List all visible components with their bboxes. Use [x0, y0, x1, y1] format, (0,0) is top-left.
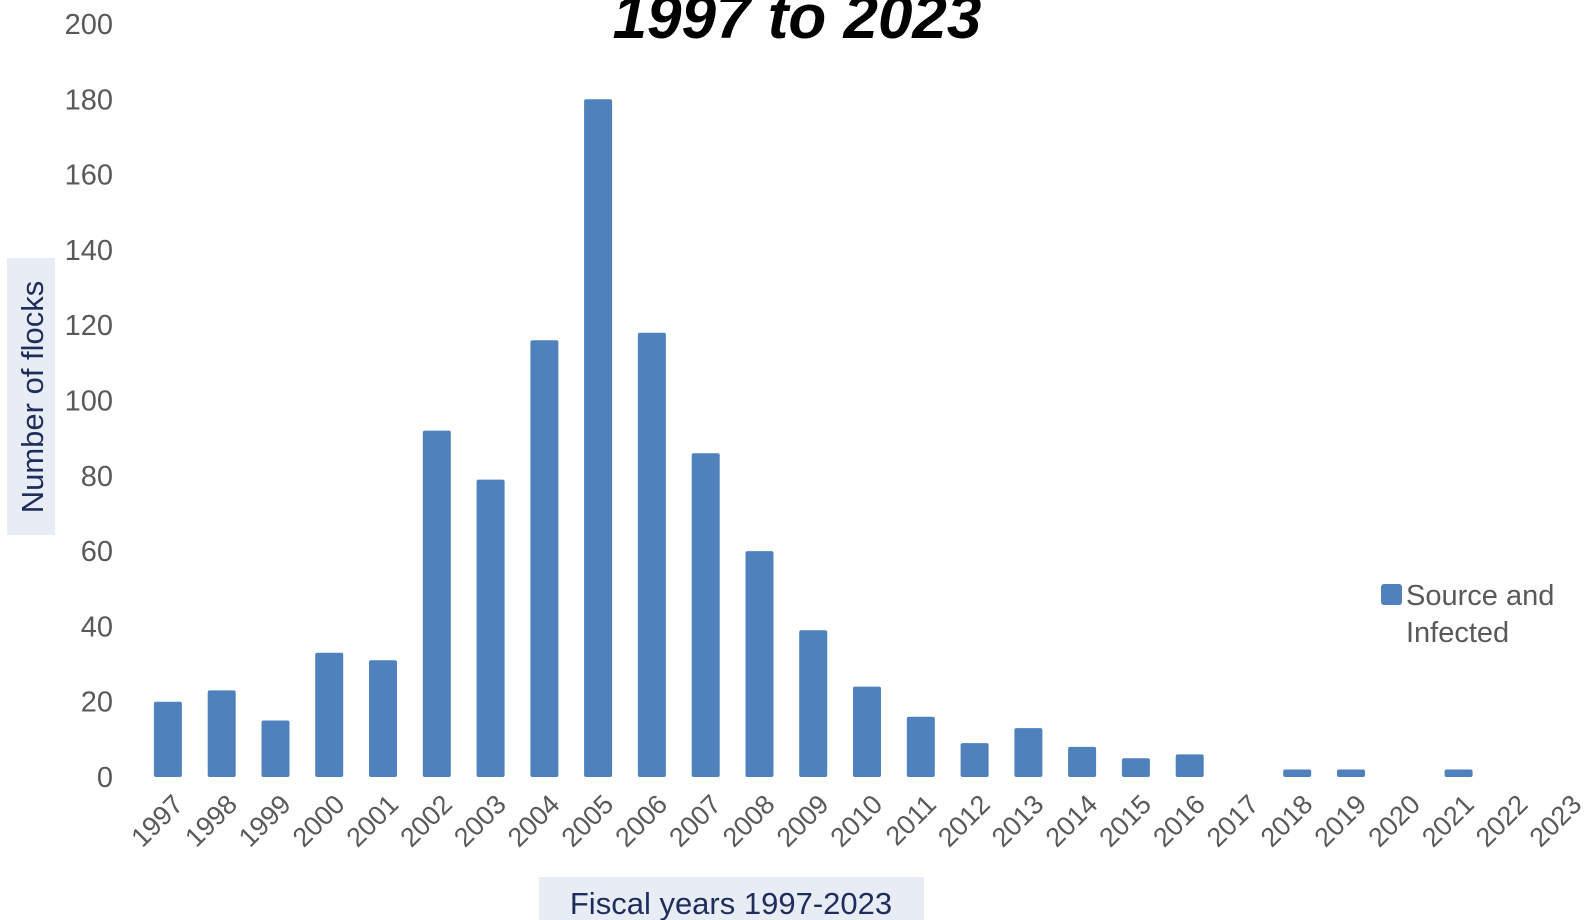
x-tick-label: 2003: [448, 789, 512, 853]
bar-2013: [1014, 728, 1043, 777]
legend: Source and Infected: [1381, 580, 1554, 649]
y-tick-label: 80: [81, 461, 113, 493]
bar-2003: [476, 479, 505, 777]
x-tick-label: 2008: [717, 789, 781, 853]
x-tick-label: 2002: [394, 789, 458, 853]
x-tick-label: 2007: [663, 789, 727, 853]
x-tick-label: 2015: [1093, 789, 1157, 853]
y-tick-label: 40: [81, 611, 113, 643]
x-tick-label: 2006: [609, 789, 673, 853]
legend-swatch: [1381, 584, 1402, 605]
bar-2010: [853, 686, 881, 777]
bar-2005: [584, 99, 613, 778]
bar-2014: [1068, 746, 1097, 777]
y-tick-label: 200: [65, 9, 113, 41]
bar-2021: [1444, 769, 1473, 777]
x-tick-label: 1999: [233, 789, 297, 853]
x-tick-label: 2018: [1255, 789, 1319, 853]
x-tick-label: 2022: [1470, 789, 1534, 853]
bar-2009: [799, 630, 828, 777]
y-axis-ticks: 0 20 40 60 80 100 120 140 160 180 200: [65, 9, 113, 794]
x-axis-title: Fiscal years 1997-2023: [570, 886, 892, 920]
x-tick-label: 2013: [986, 789, 1050, 853]
x-tick-label: 2001: [341, 789, 405, 853]
x-tick-label: 2014: [1040, 789, 1104, 853]
y-tick-label: 120: [65, 310, 113, 342]
y-axis-title-group: Number of flocks: [7, 258, 55, 535]
legend-label-line-2: Infected: [1406, 617, 1509, 649]
chart-title: 1997 to 2023: [613, 0, 982, 52]
x-axis-ticks: 1997199819992000200120022003200420052006…: [125, 789, 1587, 853]
bar-2018: [1283, 769, 1312, 777]
bar-2007: [691, 453, 720, 777]
y-tick-label: 160: [65, 160, 113, 192]
y-tick-label: 20: [81, 687, 113, 719]
bar-2015: [1121, 758, 1150, 777]
x-tick-label: 2004: [502, 789, 566, 853]
bar-1997: [153, 701, 182, 777]
y-tick-label: 180: [65, 84, 113, 116]
x-tick-label: 2011: [880, 789, 942, 851]
y-tick-label: 60: [81, 536, 113, 568]
x-tick-label: 2021: [1416, 789, 1480, 853]
x-axis-title-background: [539, 877, 924, 920]
x-tick-label: 2010: [825, 789, 889, 853]
y-tick-label: 0: [97, 762, 113, 794]
bars: [153, 99, 1473, 778]
x-tick-label: 2023: [1524, 789, 1588, 853]
bar-2012: [960, 743, 989, 777]
x-tick-label: 2012: [932, 789, 996, 853]
bar-2006: [637, 332, 666, 777]
legend-label-line-1: Source and: [1406, 580, 1554, 612]
y-tick-label: 140: [65, 235, 113, 267]
bar-1998: [207, 690, 236, 777]
x-axis-title-group: Fiscal years 1997-2023: [539, 877, 924, 920]
x-tick-label: 2000: [287, 789, 351, 853]
x-tick-label: 2005: [556, 789, 620, 853]
x-tick-label: 2017: [1201, 789, 1265, 853]
bar-2008: [745, 551, 774, 777]
bar-2019: [1337, 769, 1365, 777]
bar-2000: [315, 652, 344, 777]
y-axis-title-background: [7, 258, 55, 535]
bar-2016: [1175, 754, 1204, 777]
y-axis-title: Number of flocks: [15, 281, 50, 514]
x-tick-label: 2020: [1362, 789, 1426, 853]
bar-2004: [530, 340, 559, 777]
x-tick-label: 2016: [1147, 789, 1211, 853]
bar-2002: [422, 430, 451, 777]
bar-2001: [369, 660, 397, 777]
bar-2011: [906, 716, 935, 777]
y-tick-label: 100: [65, 386, 113, 418]
bar-1999: [261, 720, 290, 777]
x-tick-label: 2009: [771, 789, 835, 853]
x-tick-label: 2019: [1309, 789, 1373, 853]
x-tick-label: 1998: [179, 789, 243, 853]
x-tick-label: 1997: [125, 789, 189, 853]
